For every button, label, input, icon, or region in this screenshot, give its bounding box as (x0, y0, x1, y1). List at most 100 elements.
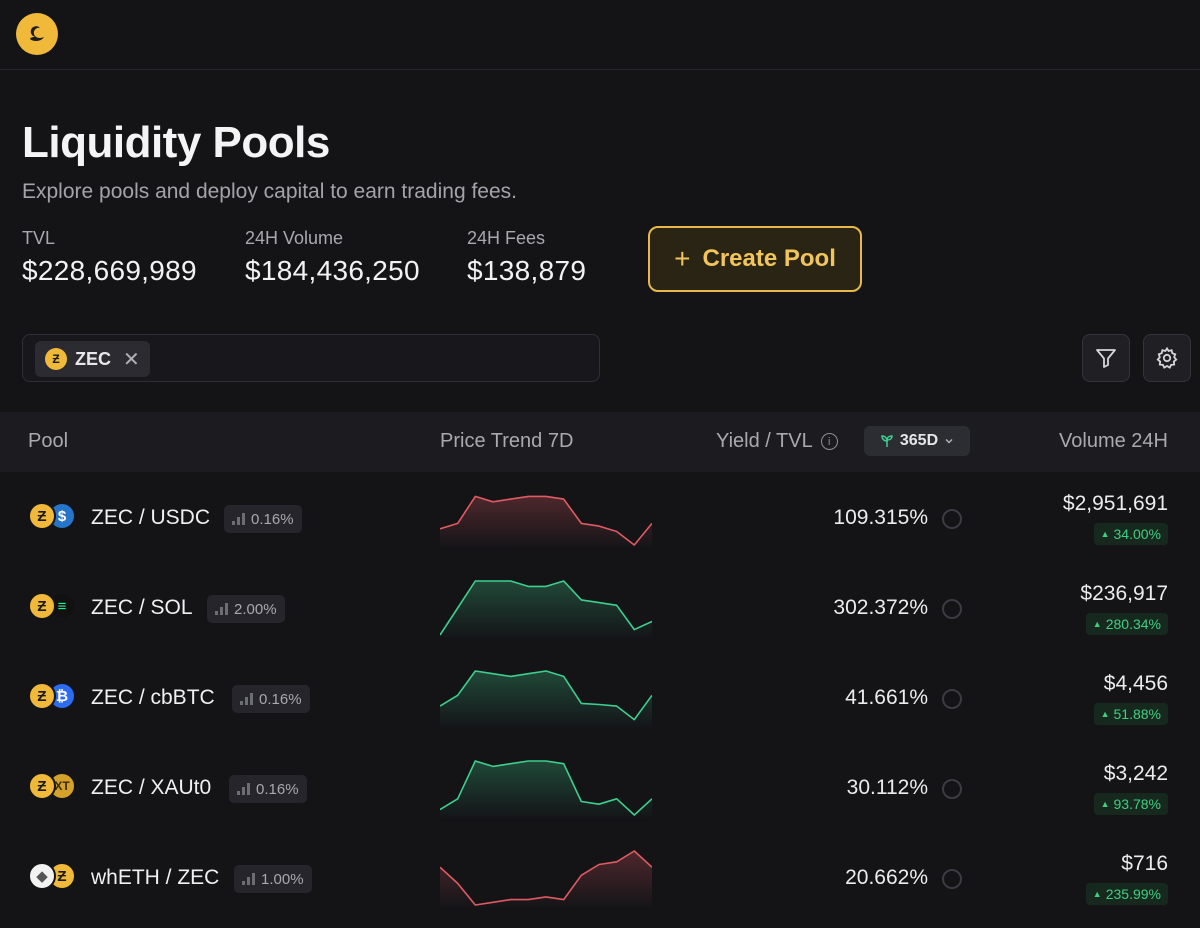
create-pool-button[interactable]: + Create Pool (648, 226, 862, 292)
price-trend-sparkline (439, 757, 653, 819)
pair-token-icons: Ƶ $ (28, 502, 78, 532)
volume-change-badge: ▲ 280.34% (1085, 613, 1168, 635)
triangle-up-icon: ▲ (1100, 709, 1110, 719)
header-pool[interactable]: Pool (28, 430, 69, 452)
pool-pair-name[interactable]: ZEC / USDC (91, 506, 211, 529)
pool-pair-name[interactable]: whETH / ZEC (91, 866, 220, 889)
pools-table: Pool Price Trend 7D Yield / TVL i 365D V… (0, 412, 1200, 922)
volume-change-badge: ▲ 235.99% (1085, 883, 1168, 905)
volume-value: $236,917 (1080, 582, 1168, 605)
yield-value: 302.372% (833, 596, 928, 619)
table-row[interactable]: Ƶ $ ZEC / USDC 0.16% 109.315% $2,951,691 ▲ 34.0… (0, 472, 1200, 562)
sparkline-line (439, 850, 653, 906)
chip-label: ZEC (75, 348, 111, 369)
yield-progress-ring-icon (942, 869, 962, 889)
fee-tier-badge: 0.16% (232, 685, 310, 713)
filter-chip-zec[interactable]: Ƶ ZEC ✕ (35, 341, 150, 377)
sparkline-area (440, 581, 652, 639)
triangle-up-icon: ▲ (1100, 799, 1110, 809)
pool-pair-name[interactable]: ZEC / cbBTC (91, 686, 215, 709)
signal-bars-icon (237, 783, 250, 795)
table-row[interactable]: Ƶ XT ZEC / XAUt0 0.16% 30.112% $3,242 ▲ 93.78% (0, 742, 1200, 832)
volume-value: $4,456 (1103, 672, 1168, 695)
fee-tier-value: 0.16% (259, 690, 302, 708)
volume-change-badge: ▲ 93.78% (1093, 793, 1168, 815)
pool-pair-name[interactable]: ZEC / XAUt0 (91, 776, 212, 799)
create-pool-label: Create Pool (702, 245, 836, 272)
fee-tier-badge: 2.00% (207, 595, 285, 623)
fee-tier-badge: 0.16% (224, 505, 302, 533)
plus-icon: + (674, 243, 691, 274)
sparkline-area (440, 851, 652, 909)
pair-token-icons: Ƶ ≡ (28, 592, 78, 622)
eth-token-icon: ◆ (28, 862, 56, 890)
stat-value: $228,669,989 (22, 255, 197, 286)
yield-value: 30.112% (846, 776, 928, 799)
yield-value: 109.315% (833, 506, 928, 529)
zec-token-icon: Ƶ (28, 502, 56, 530)
volume-change-value: 93.78% (1113, 796, 1161, 812)
yield-value: 41.661% (845, 686, 928, 709)
table-row[interactable]: Ƶ ₿ ZEC / cbBTC 0.16% 41.661% $4,456 ▲ 51.88% (0, 652, 1200, 742)
pair-token-icons: Ƶ ₿ (28, 682, 78, 712)
yield-progress-ring-icon (942, 599, 962, 619)
settings-button[interactable] (1143, 334, 1191, 382)
search-input[interactable]: Ƶ ZEC ✕ (22, 334, 600, 382)
sparkline-line (439, 670, 653, 721)
fee-tier-value: 1.00% (261, 870, 304, 888)
volume-change-badge: ▲ 34.00% (1093, 523, 1168, 545)
filter-icon (1096, 349, 1116, 368)
header-yield-label: Yield / TVL (716, 430, 813, 452)
sprout-icon (881, 435, 893, 447)
close-icon[interactable]: ✕ (123, 348, 140, 371)
yield-progress-ring-icon (942, 509, 962, 529)
stat-volume: 24H Volume $184,436,250 (245, 228, 420, 287)
sparkline-line (439, 760, 653, 816)
fee-tier-value: 2.00% (234, 600, 277, 618)
filter-button[interactable] (1082, 334, 1130, 382)
stat-value: $184,436,250 (245, 255, 420, 286)
zec-token-icon: Ƶ (28, 772, 56, 800)
table-body: Ƶ $ ZEC / USDC 0.16% 109.315% $2,951,691 ▲ 34.0… (0, 472, 1200, 922)
info-icon[interactable]: i (820, 433, 838, 450)
pool-pair-name[interactable]: ZEC / SOL (91, 596, 193, 619)
signal-bars-icon (240, 693, 253, 705)
swan-logo-icon[interactable] (16, 13, 58, 55)
period-select[interactable]: 365D (864, 426, 970, 456)
top-bar (0, 0, 1200, 70)
stat-tvl: TVL $228,669,989 (22, 228, 197, 287)
price-trend-sparkline (439, 667, 653, 729)
stat-fees: 24H Fees $138,879 (467, 228, 586, 287)
table-row[interactable]: ◆ Ƶ whETH / ZEC 1.00% 20.662% $716 ▲ 235.99% (0, 832, 1200, 922)
volume-change-badge: ▲ 51.88% (1093, 703, 1168, 725)
table-header: Pool Price Trend 7D Yield / TVL i 365D V… (0, 412, 1200, 472)
signal-bars-icon (232, 513, 245, 525)
table-row[interactable]: Ƶ ≡ ZEC / SOL 2.00% 302.372% $236,917 ▲ 280.34% (0, 562, 1200, 652)
header-volume[interactable]: Volume 24H (1059, 430, 1168, 452)
header-price-trend: Price Trend 7D (440, 430, 574, 452)
volume-change-value: 51.88% (1113, 706, 1161, 722)
yield-progress-ring-icon (942, 779, 962, 799)
yield-value: 20.662% (845, 866, 928, 889)
volume-change-value: 280.34% (1105, 616, 1161, 632)
stat-value: $138,879 (467, 255, 587, 286)
price-trend-sparkline (439, 577, 653, 639)
sparkline-area (440, 671, 652, 729)
fee-tier-value: 0.16% (256, 780, 299, 798)
triangle-up-icon: ▲ (1092, 619, 1102, 629)
period-label: 365D (899, 432, 939, 449)
volume-change-value: 34.00% (1113, 526, 1161, 542)
signal-bars-icon (215, 603, 228, 615)
zec-token-icon: Ƶ (28, 592, 56, 620)
price-trend-sparkline (439, 847, 653, 909)
page-subtitle: Explore pools and deploy capital to earn… (22, 180, 517, 203)
header-yield[interactable]: Yield / TVL i (716, 430, 838, 453)
pair-token-icons: ◆ Ƶ (28, 862, 78, 892)
stat-label: 24H Volume (245, 228, 344, 248)
zec-token-icon: Ƶ (28, 682, 56, 710)
yield-progress-ring-icon (942, 689, 962, 709)
fee-tier-value: 0.16% (251, 510, 294, 528)
volume-value: $716 (1121, 852, 1168, 875)
sparkline-area (440, 496, 652, 549)
page-title: Liquidity Pools (22, 118, 330, 167)
